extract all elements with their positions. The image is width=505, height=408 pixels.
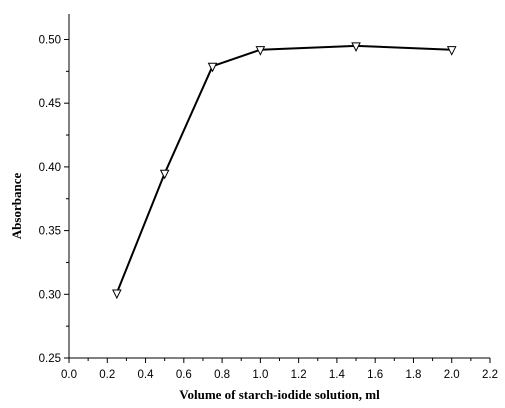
data-point bbox=[207, 62, 218, 73]
x-tick-label: 0.4 bbox=[138, 369, 155, 381]
data-point bbox=[112, 289, 122, 300]
x-tick-label: 2.2 bbox=[482, 369, 498, 381]
x-tick-label: 0.8 bbox=[214, 369, 230, 381]
y-tick-label: 0.50 bbox=[39, 34, 61, 46]
y-tick-label: 0.30 bbox=[39, 289, 61, 301]
y-axis-title: Absorbance bbox=[9, 173, 24, 240]
series-line bbox=[115, 44, 452, 294]
plot-area: 0.0 0.2 0.4 0.6 0.8 1.0 1.2 1.4 1.6 1.8 2.0 2.2 0.25… bbox=[39, 14, 498, 381]
y-tick-label: 0.40 bbox=[39, 162, 61, 174]
data-point bbox=[351, 42, 361, 52]
data-point bbox=[446, 46, 457, 56]
x-tick-label: 1.2 bbox=[291, 369, 307, 381]
y-tick-label: 0.35 bbox=[39, 226, 61, 238]
x-tick-label: 0.6 bbox=[176, 369, 192, 381]
x-tick-label: 0.2 bbox=[99, 369, 115, 381]
data-point bbox=[159, 169, 170, 180]
x-tick-label: 0.0 bbox=[61, 369, 77, 381]
x-tick-label: 1.8 bbox=[405, 369, 421, 381]
y-tick-label: 0.25 bbox=[39, 353, 61, 365]
x-tick-label: 2.0 bbox=[444, 369, 460, 381]
x-tick-label: 1.0 bbox=[252, 369, 268, 381]
x-tick-label: 1.4 bbox=[329, 369, 346, 381]
x-tick-label: 1.6 bbox=[367, 369, 383, 381]
y-tick-label: 0.45 bbox=[39, 98, 61, 110]
x-axis-title: Volume of starch-iodide solution, ml bbox=[179, 387, 380, 402]
data-point bbox=[255, 46, 266, 56]
